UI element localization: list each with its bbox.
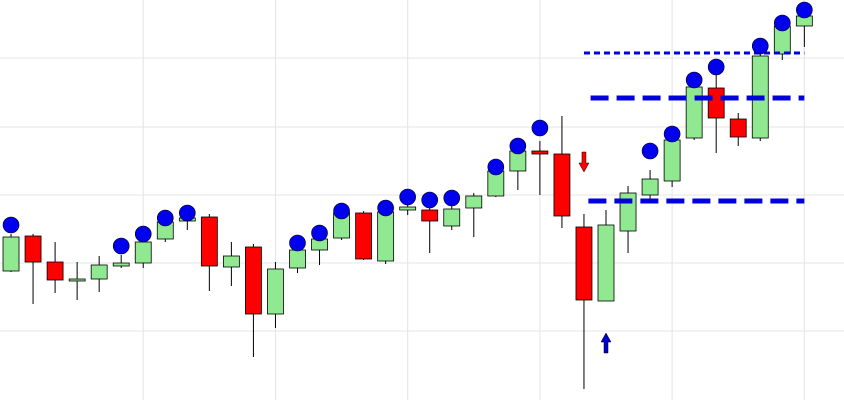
signal-dot <box>685 71 703 89</box>
candle-body <box>2 236 20 272</box>
candle-body <box>90 264 108 280</box>
candle-body <box>134 241 152 264</box>
candle-body <box>465 195 483 209</box>
candle-body <box>355 212 373 260</box>
signal-dot <box>399 188 416 206</box>
candle-body <box>641 178 659 196</box>
signal-dot <box>509 137 527 155</box>
candle-body <box>575 226 593 301</box>
signal-dot <box>421 191 439 209</box>
signal-dot <box>773 14 791 32</box>
candle-body <box>245 246 262 315</box>
candle-body <box>267 268 284 315</box>
signal-dot <box>2 216 20 234</box>
candle-body <box>222 255 240 268</box>
signal-dot <box>531 119 549 137</box>
signal-arrow <box>600 332 612 354</box>
signal-dot <box>487 158 505 176</box>
signal-dot <box>333 202 350 220</box>
candle-body <box>24 235 42 263</box>
signal-dot <box>796 1 813 19</box>
candle-body <box>399 206 417 211</box>
candle-body <box>597 224 615 302</box>
signal-dot <box>112 237 130 255</box>
candle-body <box>663 139 681 182</box>
signal-dot <box>156 209 174 227</box>
candle-body <box>707 87 725 119</box>
candle-body <box>46 261 64 281</box>
signal-arrow <box>578 151 590 173</box>
candle-body <box>200 216 218 267</box>
signal-dot <box>663 125 681 143</box>
candle-body <box>531 150 549 155</box>
signal-dot <box>377 199 394 217</box>
signal-dot <box>179 204 196 222</box>
candle-body <box>421 209 439 222</box>
signal-dot <box>641 142 659 160</box>
signal-dot <box>134 225 152 243</box>
candle-body <box>377 211 395 262</box>
candle-body <box>68 278 86 282</box>
signal-dot <box>707 58 725 76</box>
candle-body <box>729 118 747 138</box>
signal-dot <box>289 234 306 252</box>
candle-body <box>443 208 461 227</box>
candle-body <box>685 86 703 139</box>
candle-body <box>553 153 571 217</box>
signal-dot <box>443 189 461 207</box>
candle-body <box>289 249 306 269</box>
candle-body <box>112 262 130 267</box>
signal-dot <box>751 37 769 55</box>
signal-dot <box>311 224 328 242</box>
